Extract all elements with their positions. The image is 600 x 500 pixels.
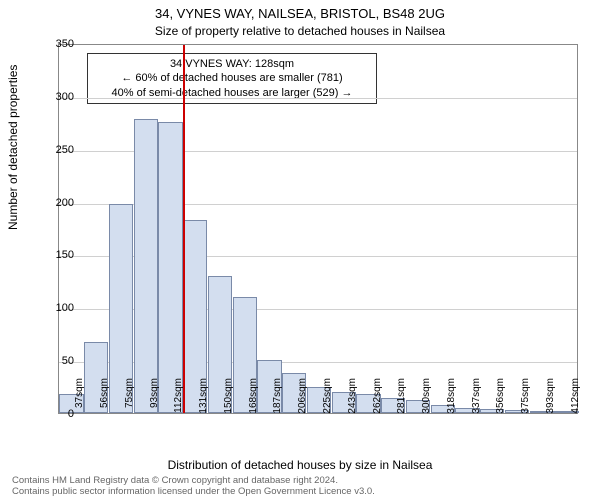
reference-marker-line xyxy=(183,45,185,413)
x-tick-label: 93sqm xyxy=(149,378,160,418)
y-tick-label: 150 xyxy=(34,249,74,261)
x-tick-label: 300sqm xyxy=(421,378,432,418)
x-tick-label: 112sqm xyxy=(173,378,184,418)
x-tick-label: 412sqm xyxy=(570,378,581,418)
chart-title-main: 34, VYNES WAY, NAILSEA, BRISTOL, BS48 2U… xyxy=(0,6,600,21)
x-tick-label: 356sqm xyxy=(495,378,506,418)
x-tick-label: 262sqm xyxy=(372,378,383,418)
annotation-line1: 34 VYNES WAY: 128sqm xyxy=(92,57,372,71)
x-axis-label: Distribution of detached houses by size … xyxy=(0,458,600,472)
y-tick-label: 250 xyxy=(34,144,74,156)
x-tick-label: 243sqm xyxy=(347,378,358,418)
x-tick-label: 131sqm xyxy=(198,378,209,418)
x-tick-label: 168sqm xyxy=(248,378,259,418)
y-tick-label: 350 xyxy=(34,38,74,50)
y-tick-label: 50 xyxy=(34,355,74,367)
x-tick-label: 337sqm xyxy=(471,378,482,418)
chart-container: 34, VYNES WAY, NAILSEA, BRISTOL, BS48 2U… xyxy=(0,0,600,500)
annotation-box: 34 VYNES WAY: 128sqm ← 60% of detached h… xyxy=(87,53,377,104)
x-tick-label: 393sqm xyxy=(545,378,556,418)
y-axis-label: Number of detached properties xyxy=(6,65,20,230)
x-tick-label: 318sqm xyxy=(446,378,457,418)
x-tick-label: 150sqm xyxy=(223,378,234,418)
x-tick-label: 281sqm xyxy=(396,378,407,418)
chart-title-sub: Size of property relative to detached ho… xyxy=(0,24,600,38)
x-tick-label: 187sqm xyxy=(272,378,283,418)
histogram-bar xyxy=(134,119,158,413)
plot-area: 34 VYNES WAY: 128sqm ← 60% of detached h… xyxy=(58,44,578,414)
annotation-line2: ← 60% of detached houses are smaller (78… xyxy=(92,71,372,85)
y-tick-label: 100 xyxy=(34,302,74,314)
y-tick-label: 300 xyxy=(34,91,74,103)
x-tick-label: 225sqm xyxy=(322,378,333,418)
gridline xyxy=(59,98,577,99)
x-tick-label: 56sqm xyxy=(99,378,110,418)
footer-line2: Contains public sector information licen… xyxy=(12,487,375,498)
x-tick-label: 75sqm xyxy=(124,378,135,418)
x-tick-label: 375sqm xyxy=(520,378,531,418)
histogram-bar xyxy=(158,122,182,413)
x-tick-label: 206sqm xyxy=(297,378,308,418)
x-tick-label: 37sqm xyxy=(74,378,85,418)
footer-text: Contains HM Land Registry data © Crown c… xyxy=(12,476,375,498)
y-tick-label: 0 xyxy=(34,408,74,420)
y-tick-label: 200 xyxy=(34,197,74,209)
